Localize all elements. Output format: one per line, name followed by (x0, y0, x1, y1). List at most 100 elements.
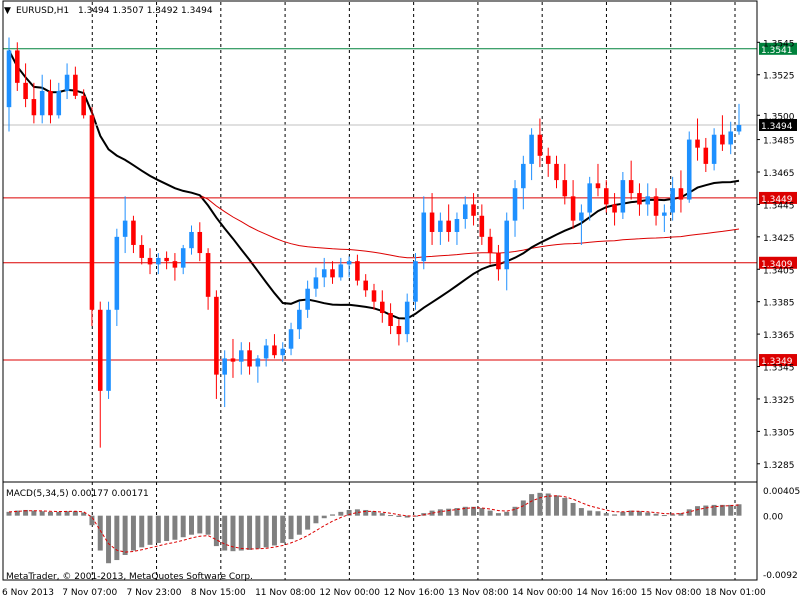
chart-frame (2, 0, 758, 581)
macd-bar (106, 515, 112, 564)
macd-bar (363, 509, 369, 516)
macd-bar (529, 494, 535, 516)
price-tick-label: 1.3385 (763, 299, 795, 309)
time-tick-label: 14 Nov 00:00 (512, 588, 573, 598)
candle-body (446, 220, 451, 232)
level-tag (759, 354, 797, 367)
candle-body (297, 309, 302, 330)
candle-body (736, 124, 742, 132)
price-tick-label: 1.3305 (763, 428, 795, 438)
ohlc-readout: 1.3494 1.3507 1.3492 1.3494 (78, 6, 213, 16)
candle-body (471, 204, 476, 216)
candle-body (637, 193, 642, 205)
macd-bar (180, 515, 186, 538)
macd-bar (189, 515, 194, 535)
candle-body (189, 231, 194, 249)
macd-bar (338, 511, 344, 516)
level-tag-label: 1.3349 (761, 357, 793, 367)
macd-bar (703, 505, 709, 516)
candle-body (678, 188, 684, 200)
candle-body (686, 139, 692, 200)
candle-body (504, 220, 510, 270)
price-tick-label: 1.3465 (763, 169, 795, 179)
candle-body (421, 212, 427, 262)
macd-label: MACD(5,34,5) 0.00177 0.00171 (6, 489, 149, 499)
level-tag-label: 1.3409 (761, 260, 793, 270)
candle-body (197, 231, 203, 254)
macd-bar (205, 515, 211, 535)
candle-body (23, 82, 28, 100)
ma-slow-line (8, 50, 740, 259)
macd-bar (321, 515, 327, 519)
candle-body (288, 329, 294, 349)
macd-bar (213, 515, 219, 547)
macd-bar (130, 515, 136, 551)
level-tag-label: 1.3449 (761, 195, 793, 205)
level-tag-label: 1.3541 (761, 46, 793, 56)
candle-body (321, 269, 327, 278)
macd-bar (512, 506, 518, 516)
macd-bar (330, 514, 336, 516)
candle-body (454, 219, 460, 232)
candle-body (172, 261, 178, 268)
candle-body (106, 309, 111, 391)
macd-bar (122, 515, 128, 555)
candle-body (537, 134, 543, 156)
symbol-dropdown-icon[interactable]: ▼ (4, 6, 11, 16)
candle-body (512, 188, 518, 221)
macd-bar (305, 515, 311, 530)
candle-body (247, 350, 252, 367)
macd-bar (164, 515, 170, 542)
macd-bar (661, 515, 667, 517)
candle-body (89, 115, 95, 310)
macd-bar (504, 511, 510, 516)
candle-body (164, 257, 169, 262)
macd-bar (653, 513, 659, 516)
price-tick-label: 1.3325 (763, 396, 795, 406)
macd-bar (255, 515, 261, 549)
macd-bar (247, 515, 253, 550)
candle-body (222, 358, 227, 375)
candle-body (529, 134, 534, 164)
candle-body (413, 261, 418, 302)
macd-bar (313, 515, 319, 524)
macd-bar (354, 509, 360, 516)
macd-tick-label: 0.00 (763, 513, 783, 523)
candle-body (156, 257, 161, 265)
candle-body (131, 220, 136, 245)
candle-body (728, 131, 733, 145)
candle-body (330, 269, 335, 278)
candle-body (496, 253, 501, 270)
macd-bar (31, 510, 37, 516)
candle-body (487, 236, 493, 254)
candle-body (703, 147, 709, 164)
candle-body (280, 348, 286, 356)
candle-body (521, 163, 526, 189)
macd-bar (280, 515, 286, 543)
candle-body (380, 301, 385, 314)
candle-body (479, 215, 485, 237)
candle-body (562, 180, 568, 197)
price-tick-label: 1.3345 (763, 364, 795, 374)
macd-bar (39, 511, 45, 516)
macd-bar (554, 495, 559, 516)
candle-body (645, 196, 651, 205)
symbol-label: EURUSD,H1 (16, 6, 69, 16)
level-tag (759, 118, 797, 131)
macd-bar (545, 493, 551, 516)
time-tick-label: 8 Nov 15:00 (191, 588, 246, 598)
macd-bar (620, 511, 626, 516)
candle-body (545, 155, 551, 164)
macd-bar (628, 510, 634, 516)
macd-tick-label: 0.00405 (763, 487, 800, 497)
candle-body (97, 309, 103, 391)
candle-body (662, 212, 667, 216)
candle-body (6, 50, 12, 108)
macd-bar (728, 504, 734, 516)
time-tick-label: 13 Nov 08:00 (448, 588, 509, 598)
candle-body (579, 212, 584, 221)
candle-body (272, 345, 277, 356)
macd-tick-label: -0.0092 (763, 571, 798, 581)
candle-body (48, 90, 53, 116)
